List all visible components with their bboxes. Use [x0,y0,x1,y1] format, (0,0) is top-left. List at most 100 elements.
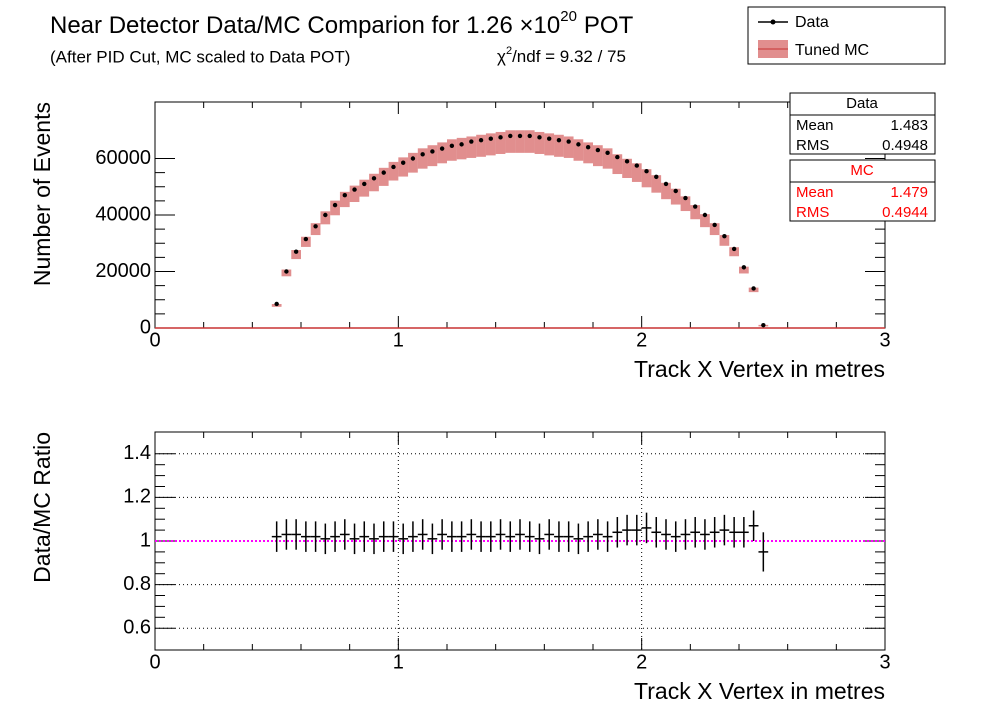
mc-band [670,188,681,205]
mc-band [524,130,535,153]
data-point [430,149,435,154]
chi-text: /ndf = 9.32 / 75 [512,47,626,66]
mc-band [320,211,331,225]
chi2-annotation: χ2/ndf = 9.32 / 75 [497,45,626,67]
data-point [469,139,474,144]
data-point [547,136,552,141]
data-point [303,236,309,242]
data-point [478,137,484,143]
mc-band [505,130,516,153]
y-tick-label: 1 [140,529,151,551]
legend-label: Tuned MC [795,42,869,59]
data-point [342,193,347,198]
data-point [449,143,455,148]
legend-label: Data [795,14,829,31]
mc-band [339,191,350,208]
y-tick-label: 0.8 [123,573,151,595]
data-point [498,135,503,140]
mc-band [417,148,428,169]
stats-value: 1.483 [890,117,928,134]
mc-band [583,142,593,164]
mc-band [719,235,730,246]
mc-band [709,223,720,236]
data-point [391,164,396,170]
chart-title: Near Detector Data/MC Comparion for 1.26… [50,8,634,39]
data-point [566,139,571,144]
mc-band [739,266,749,274]
y-tick-label: 0 [140,316,151,338]
data-point [673,188,678,194]
mc-band [593,145,603,167]
x-axis-label: Track X Vertex in metres [634,678,885,704]
y-tick-label: 0.6 [123,616,151,638]
chi-symbol: χ [497,47,506,66]
data-point [293,249,299,254]
mc-band [437,142,447,164]
stats-box [789,92,936,155]
data-point [401,160,406,165]
mc-band [661,182,671,200]
stats-value: 1.479 [890,184,928,201]
mc-band [622,158,632,178]
data-point [712,222,717,228]
data-point [352,187,357,192]
stats-label: Mean [796,117,834,134]
data-point [605,150,610,156]
mc-band [408,152,418,173]
mc-band [485,133,496,156]
data-point [313,224,318,229]
stats-label: RMS [796,137,829,154]
x-tick-label: 3 [879,651,890,673]
y-axis-label: Number of Events [29,102,55,286]
stats-label: RMS [796,204,829,221]
data-point [381,170,386,175]
data-point [517,133,523,139]
y-tick-label: 1.4 [123,442,151,464]
y-tick-label: 1.2 [123,486,151,508]
data-point [576,142,581,147]
mc-band [651,175,662,193]
y-axis-label: Data/MC Ratio [29,432,55,583]
x-tick-label: 2 [636,651,647,673]
x-tick-label: 1 [393,651,404,673]
legend-marker [770,19,776,25]
mc-band [729,247,739,257]
mc-band [573,139,584,161]
mc-band [515,130,525,153]
subtitle: (After PID Cut, MC scaled to Data POT) [50,47,350,66]
stats-label: Mean [796,184,834,201]
mc-band [301,236,311,247]
data-point [362,181,367,187]
data-point [751,286,756,291]
stats-box [789,159,936,222]
mc-band [456,137,467,160]
mc-band [378,167,389,186]
data-point [439,146,445,151]
mc-band [388,161,399,181]
mc-band [631,163,642,182]
data-point [624,159,630,164]
data-point [663,181,669,187]
mc-band [466,136,477,158]
mc-band [349,185,360,203]
title-superscript: 20 [560,8,577,25]
data-point [585,145,591,150]
mc-band [291,250,301,260]
data-point [683,195,688,201]
mc-band [544,133,555,156]
data-point [459,142,464,147]
mc-band [427,145,438,167]
mc-band [554,134,564,157]
data-point [284,269,289,274]
data-point [741,265,747,270]
data-point [371,176,377,181]
title-text: Near Detector Data/MC Comparion for 1.26… [50,12,560,39]
mc-band [563,136,574,158]
mc-band [310,223,321,236]
stats-title: MC [850,162,873,179]
chi-superscript: 2 [506,45,512,57]
stats-value: 0.4944 [882,204,928,221]
data-point [634,163,639,168]
data-point [731,246,737,252]
